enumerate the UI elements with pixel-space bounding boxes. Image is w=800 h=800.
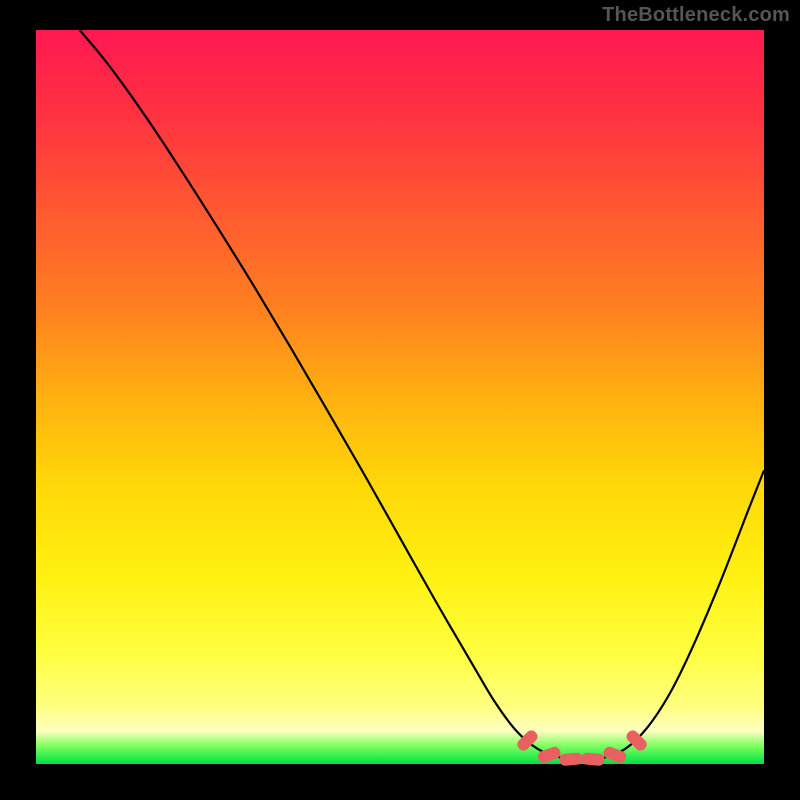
plot-background — [36, 30, 764, 764]
figure-container: TheBottleneck.com — [0, 0, 800, 800]
bottleneck-chart — [0, 0, 800, 800]
marker-pill — [581, 753, 604, 766]
marker-pill — [560, 753, 583, 766]
